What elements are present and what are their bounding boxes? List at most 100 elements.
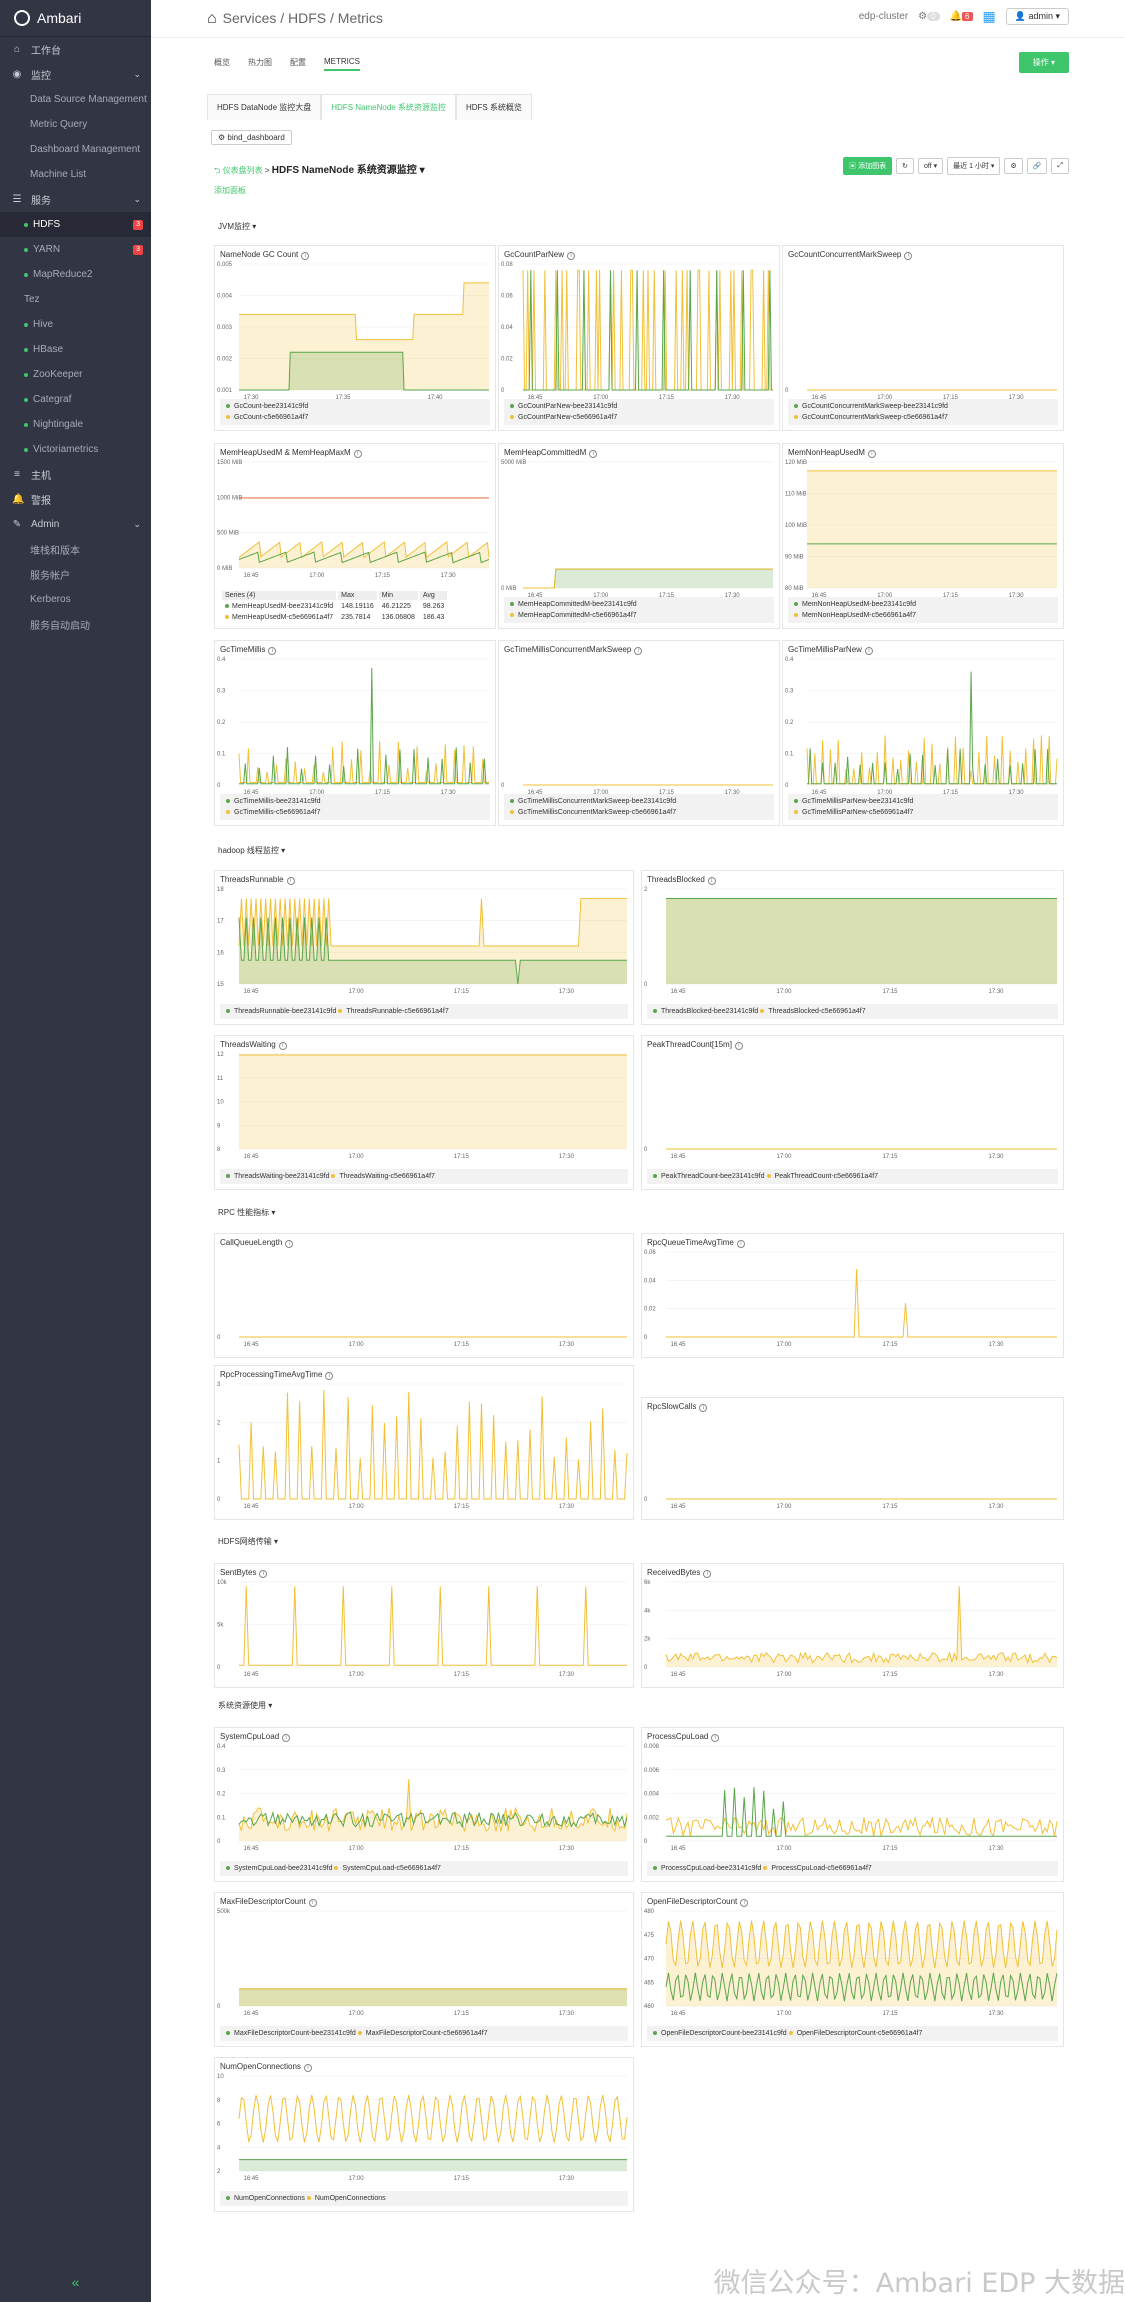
panel-0[interactable]: NameNode GC Count i 0.005 0.004 0.003 0.002 0.…: [214, 245, 496, 431]
panel-3[interactable]: MemHeapUsedM & MemHeapMaxM i 1500 MiB 1000 …: [214, 443, 496, 629]
sidebar-item-1[interactable]: ◉ 监控 ⌄: [0, 62, 151, 87]
panel-11[interactable]: ThreadsWaiting i 12 11 10 9 8 16:45 17:00 17:15 17…: [214, 1035, 634, 1190]
sidebar-item-23[interactable]: 服务自动启动: [0, 612, 151, 637]
info-icon[interactable]: i: [567, 252, 576, 260]
panel-19[interactable]: SystemCpuLoad i 0.4 0.3 0.2 0.1 0 16:45 17:00 17:…: [214, 1727, 634, 1882]
sidebar-item-18[interactable]: 🔔 警报: [0, 487, 151, 512]
sidebar-item-2[interactable]: Data Source Management: [0, 87, 151, 112]
legend-item[interactable]: MemHeapCommittedM-c5e66961a4f7: [508, 610, 770, 621]
settings-gear-icon[interactable]: ⚙: [1004, 158, 1023, 174]
info-icon[interactable]: i: [301, 252, 310, 260]
sidebar-item-13[interactable]: ZooKeeper: [0, 362, 151, 387]
fullscreen-icon[interactable]: ⤢: [1051, 158, 1069, 174]
time-range-select[interactable]: 最近 1 小时 ▾: [947, 157, 1001, 175]
info-icon[interactable]: i: [268, 647, 277, 655]
panel-7[interactable]: GcTimeMillisConcurrentMarkSweep i 0 16:45 17…: [498, 640, 780, 826]
legend-item[interactable]: GcCountConcurrentMarkSweep-bee23141c9fd: [792, 401, 1054, 412]
panel-17[interactable]: SentBytes i 10k 5k 0 16:45 17:00 17:15 17:30: [214, 1563, 634, 1688]
panel-4[interactable]: MemHeapCommittedM i 5000 MiB 0 MiB 16:45 17:0…: [498, 443, 780, 629]
section-header-2[interactable]: RPC 性能指标 ▾: [218, 1207, 275, 1218]
bind-dashboard-button[interactable]: ⚙ bind_dashboard: [211, 130, 292, 145]
home-icon[interactable]: ⌂: [207, 9, 217, 27]
legend-item[interactable]: OpenFileDescriptorCount-bee23141c9fd: [651, 2030, 787, 2037]
sidebar-item-5[interactable]: Machine List: [0, 162, 151, 187]
table-row[interactable]: MemHeapUsedM-c5e66961a4f7 235.7814 136.068…: [222, 613, 447, 622]
panel-6[interactable]: GcTimeMillis i 0.4 0.3 0.2 0.1 0 16:45 17:00 17:1…: [214, 640, 496, 826]
info-icon[interactable]: i: [740, 1899, 749, 1907]
breadcrumb-text[interactable]: Services / HDFS / Metrics: [222, 9, 383, 26]
info-icon[interactable]: i: [286, 877, 295, 885]
info-icon[interactable]: i: [867, 450, 876, 458]
info-icon[interactable]: i: [634, 647, 643, 655]
legend-item[interactable]: GcTimeMillisParNew-c5e66961a4f7: [792, 807, 1054, 818]
legend-item[interactable]: ThreadsWaiting-bee23141c9fd: [224, 1173, 329, 1180]
legend-item[interactable]: GcTimeMillis-bee23141c9fd: [224, 796, 486, 807]
sidebar-item-14[interactable]: Categraf: [0, 387, 151, 412]
legend-item[interactable]: ThreadsBlocked-bee23141c9fd: [651, 1008, 758, 1015]
apps-grid-icon[interactable]: ▦: [982, 8, 996, 24]
subtab-2[interactable]: 配置: [290, 58, 306, 67]
panel-5[interactable]: MemNonHeapUsedM i 120 MiB 110 MiB 100 MiB 90 …: [782, 443, 1064, 629]
info-icon[interactable]: i: [736, 1240, 745, 1248]
legend-item[interactable]: SystemCpuLoad-bee23141c9fd: [224, 1865, 332, 1872]
dashboard-tab-2[interactable]: HDFS 系统概览: [455, 94, 532, 120]
actions-button[interactable]: 操作 ▾: [1018, 52, 1069, 73]
dashboard-tab-1[interactable]: HDFS NameNode 系统资源监控: [321, 94, 456, 120]
sidebar-item-21[interactable]: 服务帐户: [0, 562, 151, 587]
legend-item[interactable]: ThreadsRunnable-bee23141c9fd: [224, 1008, 336, 1015]
dashboard-tab-0[interactable]: HDFS DataNode 监控大盘: [207, 94, 322, 120]
section-header-4[interactable]: 系统资源使用 ▾: [218, 1700, 272, 1711]
sidebar-item-11[interactable]: Hive: [0, 312, 151, 337]
legend-item[interactable]: MemNonHeapUsedM-c5e66961a4f7: [792, 610, 1054, 621]
panel-8[interactable]: GcTimeMillisParNew i 0.4 0.3 0.2 0.1 0 16:45 17:…: [782, 640, 1064, 826]
table-header-cell[interactable]: Avg: [419, 591, 448, 600]
legend-item[interactable]: ThreadsBlocked-c5e66961a4f7: [758, 1008, 866, 1015]
panel-23[interactable]: NumOpenConnections i 10 8 6 4 2 16:45 17:00 17:15…: [214, 2057, 634, 2212]
info-icon[interactable]: i: [285, 1240, 294, 1248]
collapse-sidebar-icon[interactable]: «: [71, 2274, 80, 2290]
table-row[interactable]: MemHeapUsedM-bee23141c9fd 148.19116 46.212…: [222, 602, 447, 611]
cluster-name[interactable]: edp-cluster: [858, 11, 909, 22]
sidebar-item-3[interactable]: Metric Query: [0, 112, 151, 137]
ops-gear-icon[interactable]: ⚙ 0: [918, 11, 940, 22]
panel-18[interactable]: ReceivedBytes i 6k 4k 2k 0 16:45 17:00 17:15 17:3…: [641, 1563, 1064, 1688]
panel-20[interactable]: ProcessCpuLoad i 0.008 0.006 0.004 0.002 0 16:4…: [641, 1727, 1064, 1882]
legend-item[interactable]: GcCountParNew-c5e66961a4f7: [508, 412, 770, 423]
section-header-0[interactable]: JVM监控 ▾: [218, 221, 256, 232]
legend-item[interactable]: GcTimeMillisConcurrentMarkSweep-bee23141…: [508, 796, 770, 807]
chevron-down-icon[interactable]: ⌄: [133, 194, 141, 204]
info-icon[interactable]: i: [259, 1570, 268, 1578]
legend-item[interactable]: GcTimeMillis-c5e66961a4f7: [224, 807, 486, 818]
info-icon[interactable]: i: [699, 1404, 708, 1412]
refresh-interval-select[interactable]: off ▾: [918, 158, 944, 174]
panel-21[interactable]: MaxFileDescriptorCount i 500k 0 16:45 17:00 17…: [214, 1892, 634, 2047]
legend-item[interactable]: GcTimeMillisConcurrentMarkSweep-c5e66961…: [508, 807, 770, 818]
sidebar-item-20[interactable]: 堆栈和版本: [0, 537, 151, 562]
info-icon[interactable]: i: [353, 450, 362, 458]
info-icon[interactable]: i: [707, 877, 716, 885]
table-header-cell[interactable]: Min: [378, 591, 418, 600]
legend-item[interactable]: GcCountConcurrentMarkSweep-c5e66961a4f7: [792, 412, 1054, 423]
info-icon[interactable]: i: [589, 450, 598, 458]
legend-item[interactable]: ProcessCpuLoad-c5e66961a4f7: [761, 1865, 872, 1872]
sidebar-item-16[interactable]: Victoriametrics: [0, 437, 151, 462]
section-header-3[interactable]: HDFS网络传输 ▾: [218, 1536, 278, 1547]
legend-item[interactable]: GcCount-bee23141c9fd: [224, 401, 486, 412]
legend-item[interactable]: PeakThreadCount-bee23141c9fd: [651, 1173, 765, 1180]
info-icon[interactable]: i: [904, 252, 913, 260]
legend-item[interactable]: ProcessCpuLoad-bee23141c9fd: [651, 1865, 761, 1872]
info-icon[interactable]: i: [278, 1042, 287, 1050]
sidebar-item-17[interactable]: ≡ 主机: [0, 462, 151, 487]
legend-item[interactable]: ThreadsWaiting-c5e66961a4f7: [329, 1173, 435, 1180]
chevron-down-icon[interactable]: ⌄: [133, 69, 141, 79]
panel-12[interactable]: PeakThreadCount[15m] i 0 16:45 17:00 17:15 17:…: [641, 1035, 1064, 1190]
refresh-icon[interactable]: ↻: [896, 158, 914, 174]
share-link-icon[interactable]: 🔗: [1026, 158, 1048, 174]
info-icon[interactable]: i: [734, 1042, 743, 1050]
table-header-cell[interactable]: Max: [338, 591, 377, 600]
legend-item[interactable]: GcTimeMillisParNew-bee23141c9fd: [792, 796, 1054, 807]
sidebar-item-15[interactable]: Nightingale: [0, 412, 151, 437]
panel-2[interactable]: GcCountConcurrentMarkSweep i 0 16:45 17:00 17…: [782, 245, 1064, 431]
legend-item[interactable]: MaxFileDescriptorCount-bee23141c9fd: [224, 2030, 356, 2037]
sidebar-item-12[interactable]: HBase: [0, 337, 151, 362]
